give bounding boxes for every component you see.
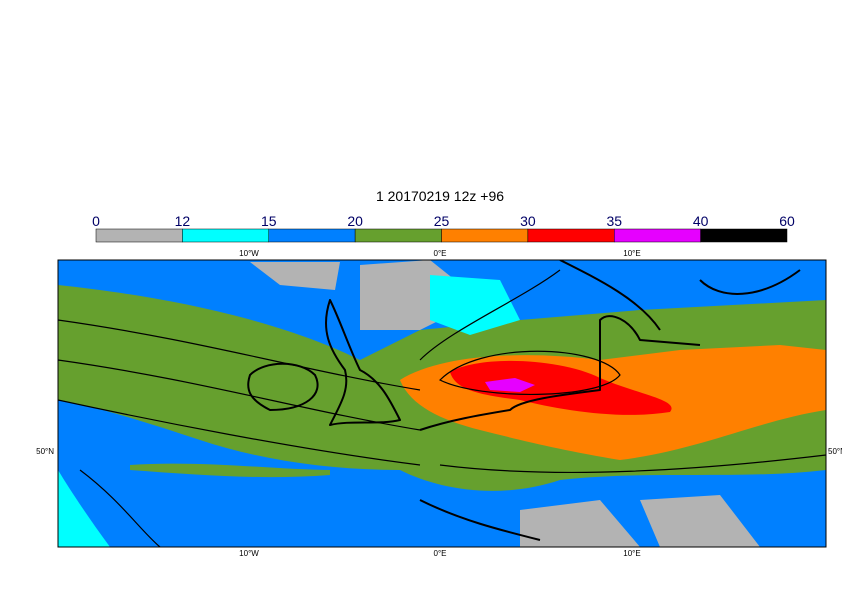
- field-0: [640, 495, 760, 547]
- colorbar-label: 35: [606, 213, 622, 229]
- colorbar-bin: [441, 228, 529, 243]
- colorbar-label: 15: [261, 213, 277, 229]
- colorbar-bin: [527, 228, 615, 243]
- lon-label: 0°E: [434, 549, 447, 558]
- colorbar-bin: [268, 228, 356, 243]
- colorbar-label: 60: [779, 213, 795, 229]
- colorbar-bin: [354, 228, 442, 243]
- lat-label: 50°N: [36, 447, 54, 456]
- field-30: [450, 360, 672, 415]
- lon-label: 0°E: [434, 249, 447, 258]
- colorbar-label: 25: [434, 213, 450, 229]
- lon-label: 10°W: [239, 249, 259, 258]
- colorbar-bin: [182, 228, 269, 243]
- colorbar-bin: [614, 228, 701, 243]
- field-12: [430, 275, 520, 335]
- colorbar-label: 20: [347, 213, 363, 229]
- map: [58, 260, 826, 547]
- colorbar-label: 30: [520, 213, 536, 229]
- lon-label: 10°E: [623, 249, 640, 258]
- lon-label: 10°W: [239, 549, 259, 558]
- lon-label: 10°E: [623, 549, 640, 558]
- lat-label: 50°N: [828, 447, 842, 456]
- field-0: [520, 500, 640, 547]
- field-0: [250, 262, 340, 290]
- colorbar-label: 12: [175, 213, 191, 229]
- map-frame: [57, 259, 827, 548]
- colorbar: 0 12 15 20 25 30 35 40 60: [92, 213, 795, 243]
- colorbar-label: 0: [92, 213, 100, 229]
- field-35: [485, 378, 535, 392]
- colorbar-label: 40: [693, 213, 709, 229]
- field-20: [130, 463, 330, 478]
- map-title: 1 20170219 12z +96: [376, 188, 504, 204]
- colorbar-bin: [700, 228, 788, 243]
- colorbar-bin: [95, 228, 183, 243]
